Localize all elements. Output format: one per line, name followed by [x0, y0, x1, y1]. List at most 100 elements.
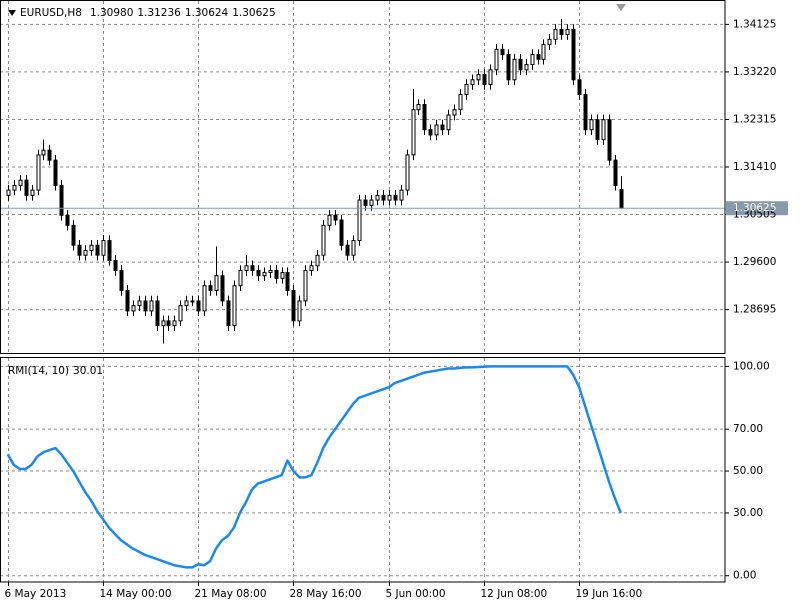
candle-body	[285, 272, 290, 291]
candle-body	[399, 189, 404, 201]
x-tick-label: 14 May 00:00	[100, 588, 172, 600]
candle-body	[565, 28, 570, 36]
candle-body	[250, 265, 255, 271]
y-tick-label: 1.32315	[733, 113, 776, 125]
candle-body	[208, 285, 213, 291]
candle-body	[256, 269, 261, 277]
candle-body	[125, 289, 130, 312]
candle-body	[327, 214, 332, 226]
mark-layer	[0, 18, 788, 569]
candle-body	[583, 94, 588, 131]
candle-body	[393, 194, 398, 201]
y-tick-label: 1.29600	[733, 256, 776, 268]
candle-body	[190, 300, 195, 303]
candle-body	[238, 269, 243, 287]
symbol-title: EURUSD,H8	[20, 7, 82, 19]
candle-body	[482, 74, 487, 86]
candle-body	[101, 240, 106, 256]
candle-body	[613, 159, 618, 186]
candle-body	[595, 119, 600, 141]
y-tick-label: 1.33220	[733, 66, 776, 78]
candle-body	[166, 320, 171, 327]
candle-body	[268, 269, 273, 274]
candle-body	[303, 269, 308, 302]
frame	[0, 0, 726, 583]
y-tick-label: 1.34125	[733, 18, 776, 30]
candle-body	[357, 199, 362, 242]
candle-body	[464, 84, 469, 96]
candle-body	[30, 189, 35, 196]
candle-body	[315, 254, 320, 267]
y-tick-label: 100.00	[733, 360, 770, 372]
candle-body	[36, 154, 41, 191]
y-tick-label: 70.00	[733, 423, 763, 435]
candle-body	[428, 129, 433, 136]
candle-body	[65, 214, 70, 226]
candle-body	[369, 199, 374, 206]
candle-body	[321, 224, 326, 256]
y-tick-label: 1.31410	[733, 161, 776, 173]
header-ohlc: 1.30624	[185, 7, 229, 19]
candle-body	[446, 114, 451, 131]
candle-body	[232, 285, 237, 327]
candle-body	[12, 184, 17, 191]
candle-body	[351, 240, 356, 256]
candle-body	[18, 179, 23, 186]
menu-arrow	[8, 10, 16, 16]
candle-body	[137, 300, 142, 307]
candle-body	[524, 64, 529, 71]
candle-body	[452, 109, 457, 116]
x-tick-label: 28 May 16:00	[290, 588, 362, 600]
candle-body	[518, 58, 523, 71]
y-tick-label: 0.00	[733, 570, 756, 582]
candle-body	[226, 300, 231, 327]
candle-body	[387, 194, 392, 201]
candle-body	[309, 265, 314, 271]
candle-body	[500, 48, 505, 56]
candle-body	[339, 219, 344, 246]
candle-body	[375, 194, 380, 201]
y-tick-label: 30.00	[733, 507, 763, 519]
candle-body	[553, 28, 558, 40]
candle-body	[297, 300, 302, 322]
indicator-name: RMI(14, 10)	[8, 365, 69, 377]
candle-body	[202, 285, 207, 312]
grid-layer	[0, 1, 729, 586]
candle-body	[280, 272, 285, 279]
candle-body	[411, 109, 416, 156]
candle-body	[547, 38, 552, 46]
candle-body	[476, 74, 481, 81]
x-tick-label: 19 Jun 16:00	[576, 588, 643, 600]
header-ohlc: 1.30625	[232, 7, 275, 19]
candle-body	[488, 69, 493, 86]
current-price-label: 1.30625	[733, 202, 776, 214]
candle-body	[274, 269, 279, 279]
indicator-pane-border	[0, 357, 726, 583]
candle-body	[601, 119, 606, 141]
header-ohlc: 1.30980	[90, 7, 133, 19]
candle-body	[24, 179, 29, 196]
x-tick-label: 21 May 08:00	[195, 588, 267, 600]
candle-body	[619, 189, 624, 209]
candle-body	[458, 94, 463, 111]
candle-body	[536, 54, 541, 60]
candle-body	[184, 300, 189, 307]
candle-body	[172, 320, 177, 327]
candle-body	[89, 244, 94, 252]
candle-body	[381, 194, 386, 201]
candle-body	[506, 54, 511, 81]
candle-body	[59, 184, 64, 216]
indicator-last-value: 30.01	[73, 365, 103, 377]
candle-body	[214, 275, 219, 291]
candle-body	[149, 300, 154, 312]
candle-body	[422, 103, 427, 131]
header-ohlc: 1.31236	[137, 7, 181, 19]
text-layer: EURUSD,H8 RMI(14, 10) 30.01 1.30980 1.312…	[5, 7, 777, 600]
candle-body	[333, 214, 338, 221]
x-tick-label: 5 Jun 00:00	[386, 588, 446, 600]
current-price-box	[726, 201, 788, 216]
candle-body	[470, 79, 475, 86]
candle-body	[345, 244, 350, 256]
